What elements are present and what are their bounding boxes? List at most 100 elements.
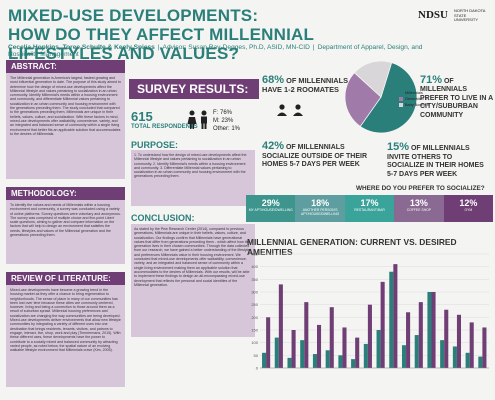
where-pct-3: 13% <box>409 198 428 208</box>
y-tick-label-2: 100 <box>251 340 258 345</box>
y-tick-label-0: 0 <box>256 366 259 371</box>
bar-s0-11 <box>401 345 407 368</box>
where-pct-0: 29% <box>261 198 280 208</box>
socialize-text: OF MILLENNIALS SOCIALIZE OUTSIDE OF THEI… <box>262 144 368 169</box>
bar-s0-17 <box>478 356 483 368</box>
methodology-box: To identify the values and needs of Mill… <box>6 200 125 264</box>
where-pct-4: 12% <box>459 198 478 208</box>
where-segment-0: 29% MY APT/HOUSE/DWELLING <box>246 195 296 222</box>
amenities-chart-title: MILLENNIAL GENERATION: CURRENT VS. DESIR… <box>247 237 457 257</box>
respondents-label: TOTAL RESPONDENTS <box>131 124 198 130</box>
methodology-heading: METHODOLOGY: <box>6 187 125 200</box>
city-stat: 71% OF MILLENNIALS PREFER TO LIVE IN A C… <box>420 74 494 120</box>
y-tick-label-1: 50 <box>254 353 259 358</box>
authors: Cecelia Hopkins, Toree Schulte & Keely S… <box>8 44 155 51</box>
legend-swatch-1 <box>399 97 403 101</box>
legend-label-0: Millennials <box>405 91 423 95</box>
y-tick-label-3: 150 <box>251 328 258 333</box>
legend-label-2: Baby Boomers <box>405 103 430 107</box>
bar-s0-1 <box>274 337 279 368</box>
logo-main: NDSU <box>418 9 448 21</box>
review-box: Mixed-use developments have become a gro… <box>6 285 125 387</box>
city-number: 71% <box>420 74 443 86</box>
purpose-heading: PURPOSE: <box>131 140 179 150</box>
gender-female: F: 76% <box>213 110 233 116</box>
bar-s0-8 <box>363 343 368 368</box>
gender-other: Other: 1% <box>213 126 241 132</box>
city-text: OF MILLENNIALS PREFER TO LIVE IN A CITY/… <box>420 78 493 119</box>
y-tick-label-6: 300 <box>251 290 258 295</box>
bar-s0-0 <box>262 352 267 368</box>
title-line-1: MIXED-USE DEVELOPMENTS: <box>8 6 259 25</box>
legend-item-1: Generation X <box>399 96 430 102</box>
abstract-heading: ABSTRACT: <box>6 60 125 73</box>
bar-s1-9 <box>380 281 385 368</box>
where-pct-1: 18% <box>311 198 330 208</box>
bar-s0-15 <box>452 346 457 368</box>
roommates-people-icon <box>277 104 303 116</box>
male-figure-icon <box>201 110 207 129</box>
socialize-number: 42% <box>262 140 285 152</box>
bar-s1-17 <box>482 327 487 368</box>
bar-s1-1 <box>278 284 283 368</box>
pie-svg <box>344 60 418 134</box>
gender-male: M: 23% <box>213 118 234 124</box>
bar-s1-15 <box>456 314 462 368</box>
purpose-box: 1. To understand how the design of mixed… <box>131 150 255 206</box>
bar-s1-16 <box>469 322 474 368</box>
conclusion-heading: CONCLUSION: <box>131 213 195 223</box>
y-tick-label-7: 350 <box>251 277 258 282</box>
bar-s0-7 <box>351 359 356 368</box>
respondents-count: 615 <box>131 109 153 124</box>
where-label-3: COFFEE SHOP <box>406 208 432 212</box>
amenities-bar-chart: 0 50 100 150 200 250 300 350 400 450 <box>251 252 489 371</box>
legend-label-1: Generation X <box>405 97 428 101</box>
pie-slice-0 <box>359 62 418 134</box>
bar-s1-3 <box>304 302 309 368</box>
respondents-block: 615 TOTAL RESPONDENTS F: 76% M: 23% Othe… <box>131 107 257 135</box>
where-label-0: MY APT/HOUSE/DWELLING <box>248 208 293 212</box>
bar-s0-6 <box>338 355 343 368</box>
legend-item-2: Baby Boomers <box>399 102 430 108</box>
conclusion-text: As stated by the Pew Research Center (20… <box>134 227 252 287</box>
y-tick-label-4: 200 <box>251 315 258 320</box>
female-figure-icon <box>187 110 197 129</box>
where-segment-3: 13% COFFEE SHOP <box>394 195 444 222</box>
pie-legend: Millennials Generation X Baby Boomers <box>399 90 430 108</box>
department: Department of Apparel, Design, and Hospi… <box>8 44 423 58</box>
socialize-stat: 42% OF MILLENNIALS SOCIALIZE OUTSIDE OF … <box>262 140 382 170</box>
where-label-1: ANOTHER PERSON'S APT/HOUSE/DWELLING <box>300 208 340 216</box>
where-segment-4: 12% GYM <box>443 195 494 222</box>
survey-heading: SURVEY RESULTS: <box>129 79 259 99</box>
generation-pie-chart <box>342 58 420 136</box>
where-question: WHERE DO YOU PREFER TO SOCIALIZE? <box>356 185 485 192</box>
bar-s1-14 <box>444 309 449 368</box>
bar-s0-9 <box>376 330 381 368</box>
advisor: Advisor: Susan Ray-Degges, Ph.D, ASID, M… <box>162 44 310 51</box>
bar-s1-6 <box>342 327 347 368</box>
roommates-stat: 68% OF MILLENNIALS HAVE 1-2 ROOMATES <box>262 75 350 94</box>
legend-swatch-0 <box>399 91 403 95</box>
bar-s0-4 <box>312 354 317 368</box>
bar-s1-10 <box>393 264 398 368</box>
title-line-2: HOW DO THEY AFFECT MILLENNIAL LIFESTYLES… <box>8 25 314 63</box>
invite-text: OF MILLENNIALS INVITE OTHERS TO SOCIALIZ… <box>387 145 484 178</box>
bar-s1-13 <box>431 292 436 368</box>
bar-s0-12 <box>414 335 419 368</box>
y-tick-label-9: 450 <box>251 252 258 257</box>
abstract-text: The Millennial generation is America's l… <box>10 76 122 136</box>
y-tick-label-5: 250 <box>251 302 258 307</box>
review-text: Mixed-use developments have become a gro… <box>10 288 121 353</box>
bar-s0-2 <box>287 357 292 368</box>
bar-s1-12 <box>418 302 423 368</box>
bar-s0-14 <box>440 340 445 368</box>
y-tick-label-8: 400 <box>251 264 258 269</box>
page-title: MIXED-USE DEVELOPMENTS: HOW DO THEY AFFE… <box>8 6 388 63</box>
bar-s1-0 <box>266 317 271 368</box>
purpose-text: 1. To understand how the design of mixed… <box>134 153 247 179</box>
bar-s1-5 <box>329 307 334 368</box>
ndsu-logo: NDSU NORTH DAKOTA STATE UNIVERSITY <box>418 6 490 24</box>
review-heading: REVIEW OF LITERATURE: <box>6 272 125 285</box>
logo-sub: NORTH DAKOTA STATE UNIVERSITY <box>454 8 486 22</box>
